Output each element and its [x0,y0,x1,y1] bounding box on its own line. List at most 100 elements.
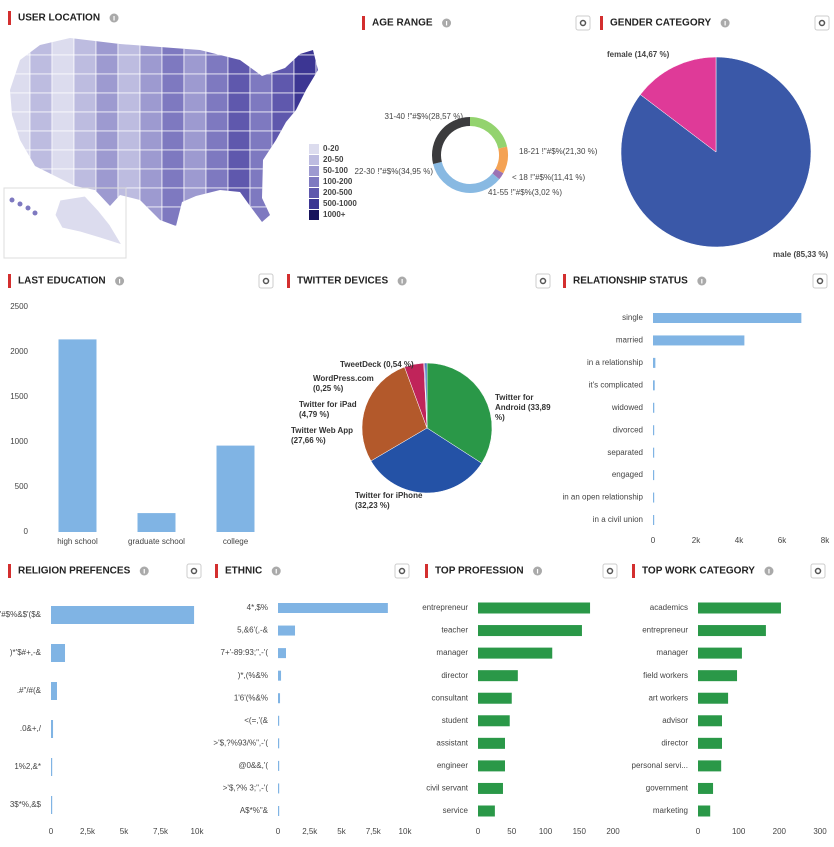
info-icon-glyph [401,279,403,284]
y-tick-label: in a civil union [593,515,643,524]
inset-frame [3,187,127,259]
state [139,54,163,75]
y-tick-label: !"#$%&$'($& [0,610,42,619]
x-tick-label: 10k [399,827,413,836]
state [183,38,207,56]
state [271,206,295,226]
state [117,149,141,170]
bar [51,644,66,662]
state [95,38,119,56]
state [315,38,318,56]
state [95,187,119,208]
settings-icon [814,567,822,575]
x-tick-label: 0 [49,827,54,836]
x-tick-label: 0 [696,827,701,836]
y-tick-label: A$*%"& [240,806,269,815]
state [315,225,318,226]
y-tick-label: marketing [653,806,688,815]
bar [698,760,722,772]
settings-icon [816,277,824,285]
state [271,73,295,94]
y-tick-label: )*'$#+,-& [10,648,42,657]
state [271,54,295,75]
settings-button[interactable] [575,15,591,31]
chart-title: RELATIONSHIP STATUS [573,276,688,287]
title-marker [215,564,218,578]
state [161,225,185,226]
settings-button[interactable] [812,273,828,289]
state [205,225,229,226]
bar [698,670,738,682]
bar [478,760,505,772]
state [293,225,317,226]
state [139,206,163,226]
bar [478,715,510,727]
chart-title: USER LOCATION [18,13,100,24]
y-tick-label: single [622,313,643,322]
state [95,149,119,170]
hawaii [25,205,31,211]
x-tick-label: 0 [651,536,656,545]
title-marker [600,16,603,30]
state [139,111,163,132]
x-tick-label: high school [57,537,98,546]
state [249,130,273,151]
settings-button[interactable] [394,563,410,579]
bar [278,760,280,771]
state [161,149,185,170]
state [10,111,31,132]
settings-button[interactable] [810,563,826,579]
y-tick-label: married [616,336,643,345]
bar [478,602,591,614]
bar [653,515,655,525]
settings-icon [606,567,614,575]
x-tick-label: 300 [813,827,827,836]
state [249,111,273,132]
state [95,54,119,75]
slice-label: female (14,67 %) [607,50,670,59]
settings-icon [818,19,826,27]
state [29,130,53,151]
chart-title: GENDER CATEGORY [610,18,711,29]
y-tick-label: .0&+,/ [20,724,42,733]
bar [698,782,714,794]
state [10,168,31,189]
pie-slice [370,427,482,494]
legend-swatch [309,144,319,154]
y-tick-label: 1500 [10,392,28,401]
state [161,111,185,132]
settings-button[interactable] [186,563,202,579]
bar [698,805,711,817]
state [51,73,75,94]
state [183,225,207,226]
state [271,149,295,170]
settings-button[interactable] [602,563,618,579]
y-tick-label: in a relationship [587,358,644,367]
state [161,130,185,151]
settings-button[interactable] [814,15,830,31]
y-tick-label: manager [656,648,688,657]
settings-icon [579,19,587,27]
state [51,38,75,56]
pie-slice [492,168,504,180]
settings-button[interactable] [535,273,551,289]
state [10,92,31,113]
state [10,225,31,226]
y-tick-label: student [442,716,469,725]
pie-slice [431,117,470,164]
state [29,38,53,56]
pie-slice [639,56,717,153]
legend-label: 1000+ [323,210,346,219]
info-icon-glyph [445,21,448,26]
bar [137,513,176,532]
settings-button[interactable] [258,273,274,289]
y-tick-label: )*,(%&% [238,671,268,680]
settings-icon [190,567,198,575]
x-tick-label: 100 [539,827,553,836]
title-marker [8,564,11,578]
bar [278,738,280,749]
state [249,149,273,170]
state [161,92,185,113]
y-tick-label: .#"/#(& [17,686,42,695]
state [315,54,318,75]
